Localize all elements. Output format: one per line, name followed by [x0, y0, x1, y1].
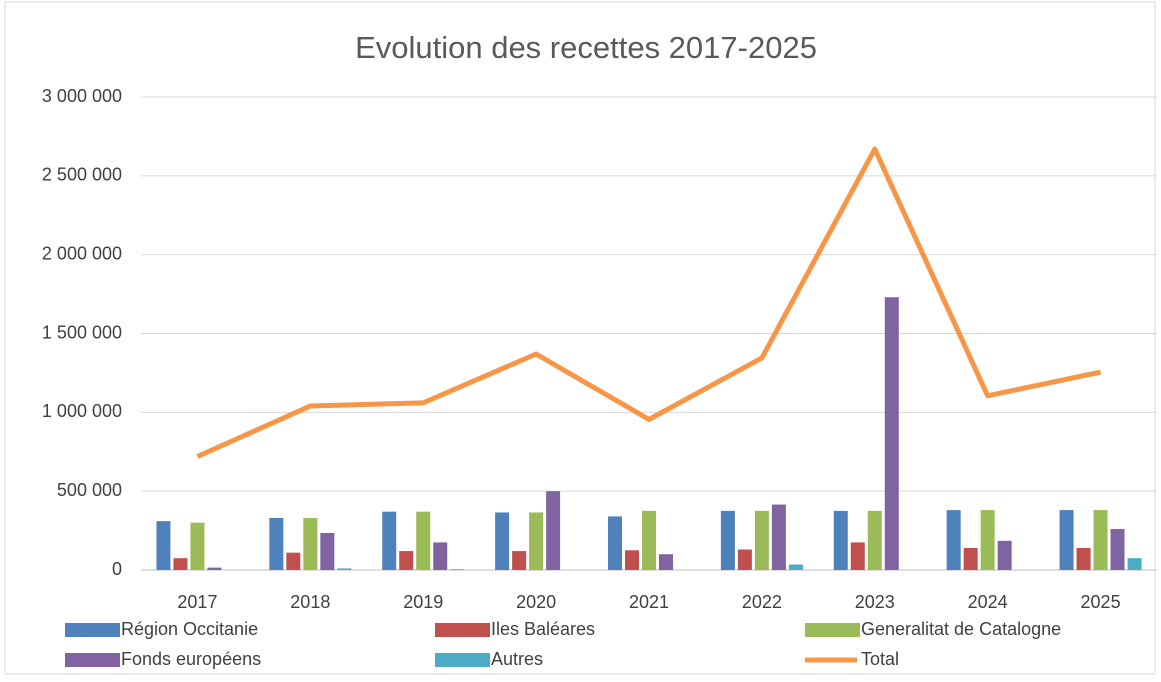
y-tick-label: 0 [112, 559, 122, 579]
y-tick-label: 2 000 000 [42, 243, 122, 263]
legend-label: Generalitat de Catalogne [861, 619, 1061, 639]
bar [771, 504, 786, 570]
y-tick-label: 500 000 [57, 480, 122, 500]
bar [884, 297, 899, 570]
legend-swatch [65, 623, 120, 637]
y-tick-label: 3 000 000 [42, 86, 122, 106]
bar [659, 554, 673, 570]
bar [433, 542, 448, 570]
legend-swatch [805, 623, 860, 637]
bar [382, 511, 397, 570]
legend-label: Région Occitanie [121, 619, 258, 639]
bar [399, 551, 414, 570]
bar [1093, 510, 1108, 570]
bar [173, 558, 188, 570]
legend-swatch [435, 653, 490, 667]
bar [720, 510, 735, 570]
bar [1110, 529, 1125, 570]
legend-swatch [65, 653, 120, 667]
bar [1059, 510, 1074, 570]
x-tick-label: 2019 [403, 592, 443, 612]
bar [788, 564, 803, 570]
x-tick-label: 2020 [516, 592, 556, 612]
y-tick-label: 2 500 000 [42, 165, 122, 185]
bar [867, 510, 882, 570]
bar [156, 521, 171, 570]
x-tick-label: 2017 [177, 592, 217, 612]
bar [963, 547, 978, 570]
bar [737, 549, 752, 570]
bar [303, 517, 318, 570]
y-tick-label: 1 000 000 [42, 401, 122, 421]
bar [833, 510, 848, 570]
bar [337, 568, 352, 570]
bar [642, 510, 656, 570]
legend-swatch [435, 623, 490, 637]
bar [320, 532, 335, 570]
bar [946, 510, 961, 570]
bar [416, 511, 431, 570]
legend-label: Fonds européens [121, 649, 261, 669]
bar [1127, 558, 1142, 570]
bar [546, 491, 561, 570]
legend-label: Total [861, 649, 899, 669]
legend-label: Autres [491, 649, 543, 669]
bar [608, 516, 622, 570]
chart-title: Evolution des recettes 2017-2025 [355, 30, 817, 65]
bar [450, 569, 465, 570]
bar [850, 542, 865, 570]
bar [997, 540, 1012, 570]
bar [754, 510, 769, 570]
chart-frame [4, 1, 1156, 675]
bar [207, 567, 222, 570]
x-tick-label: 2022 [742, 592, 782, 612]
x-tick-label: 2024 [968, 592, 1008, 612]
legend-label: Iles Baléares [491, 619, 595, 639]
bar [512, 551, 527, 570]
bar [495, 512, 510, 570]
bar [269, 517, 284, 570]
total-line [196, 146, 1102, 459]
bar [286, 552, 301, 570]
bar [190, 522, 205, 570]
bar [980, 510, 995, 570]
y-tick-label: 1 500 000 [42, 322, 122, 342]
x-tick-label: 2023 [855, 592, 895, 612]
bar [529, 512, 544, 570]
bar [625, 550, 639, 570]
bar [1076, 547, 1091, 570]
x-tick-label: 2018 [290, 592, 330, 612]
x-tick-label: 2021 [629, 592, 669, 612]
x-tick-label: 2025 [1081, 592, 1121, 612]
